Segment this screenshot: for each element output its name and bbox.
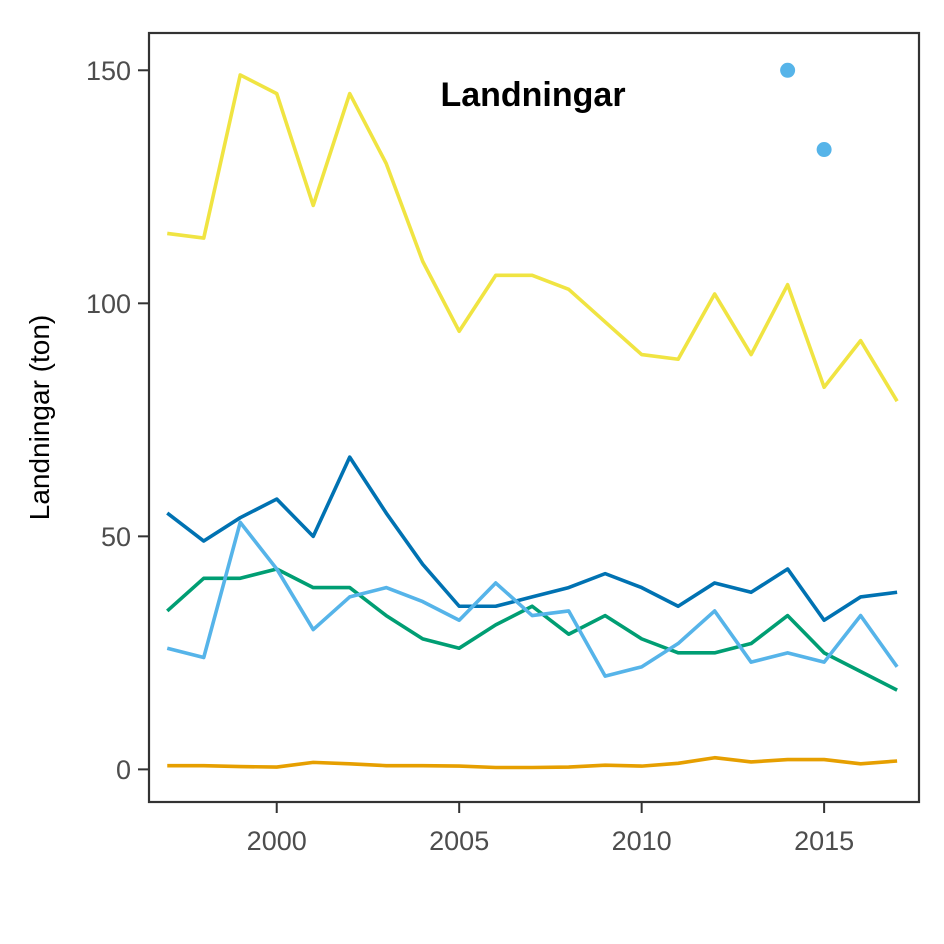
series-line-1 — [167, 73, 899, 403]
x-tick-label: 2015 — [794, 826, 854, 856]
y-axis: 0 50 100 150 — [86, 56, 149, 785]
series-line-5 — [167, 755, 898, 770]
y-tick-label: 50 — [101, 522, 131, 552]
x-tick-label: 2010 — [612, 826, 672, 856]
x-axis: 2000 2005 2010 2015 — [247, 802, 854, 856]
series-lines — [166, 73, 899, 770]
x-tick-label: 2000 — [247, 826, 307, 856]
series-line-4 — [166, 520, 899, 678]
series-line-3 — [166, 567, 898, 692]
y-tick-label: 100 — [86, 289, 131, 319]
data-point — [780, 62, 796, 78]
series-line-2 — [166, 455, 898, 623]
series-points — [780, 62, 832, 158]
x-tick-label: 2005 — [429, 826, 489, 856]
y-tick-label: 0 — [116, 755, 131, 785]
y-axis-label: Landningar (ton) — [24, 315, 55, 520]
plot-panel-border — [147, 31, 921, 804]
chart-title: Landningar — [440, 76, 625, 114]
y-tick-label: 150 — [86, 56, 131, 86]
data-point — [816, 142, 832, 158]
